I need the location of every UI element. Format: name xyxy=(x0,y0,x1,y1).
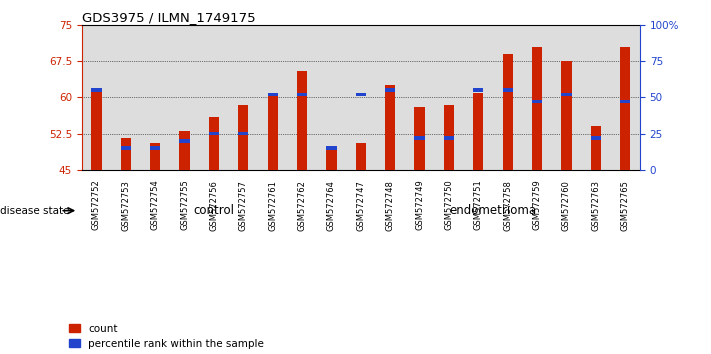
Bar xyxy=(620,100,631,103)
Bar xyxy=(503,88,513,92)
Bar xyxy=(326,148,336,170)
Legend: count, percentile rank within the sample: count, percentile rank within the sample xyxy=(69,324,264,349)
Bar xyxy=(532,100,542,103)
Bar xyxy=(326,147,336,150)
Bar xyxy=(267,95,278,170)
Bar xyxy=(474,92,483,170)
Bar xyxy=(91,88,102,92)
Bar xyxy=(415,107,424,170)
Bar xyxy=(356,143,366,170)
Bar xyxy=(474,88,483,92)
Bar xyxy=(179,139,190,143)
Bar xyxy=(561,61,572,170)
Bar xyxy=(356,93,366,96)
Text: endometrioma: endometrioma xyxy=(449,204,537,217)
Bar xyxy=(150,143,161,170)
Text: control: control xyxy=(193,204,235,217)
Bar xyxy=(267,93,278,96)
Bar xyxy=(591,136,601,140)
Bar xyxy=(532,47,542,170)
Bar xyxy=(209,132,219,135)
Bar xyxy=(121,147,131,150)
Bar xyxy=(591,126,601,170)
Bar xyxy=(209,117,219,170)
Bar xyxy=(297,71,307,170)
Bar xyxy=(91,90,102,170)
Bar xyxy=(444,136,454,140)
Bar xyxy=(561,93,572,96)
Bar xyxy=(415,136,424,140)
Bar xyxy=(238,105,248,170)
Bar xyxy=(179,131,190,170)
Bar xyxy=(297,93,307,96)
Bar xyxy=(238,132,248,135)
Bar xyxy=(385,88,395,92)
Bar xyxy=(503,54,513,170)
Text: GDS3975 / ILMN_1749175: GDS3975 / ILMN_1749175 xyxy=(82,11,255,24)
Bar xyxy=(620,47,631,170)
Bar xyxy=(150,147,161,150)
Text: disease state: disease state xyxy=(0,206,70,216)
Bar xyxy=(121,138,131,170)
Bar xyxy=(385,85,395,170)
Bar xyxy=(444,105,454,170)
